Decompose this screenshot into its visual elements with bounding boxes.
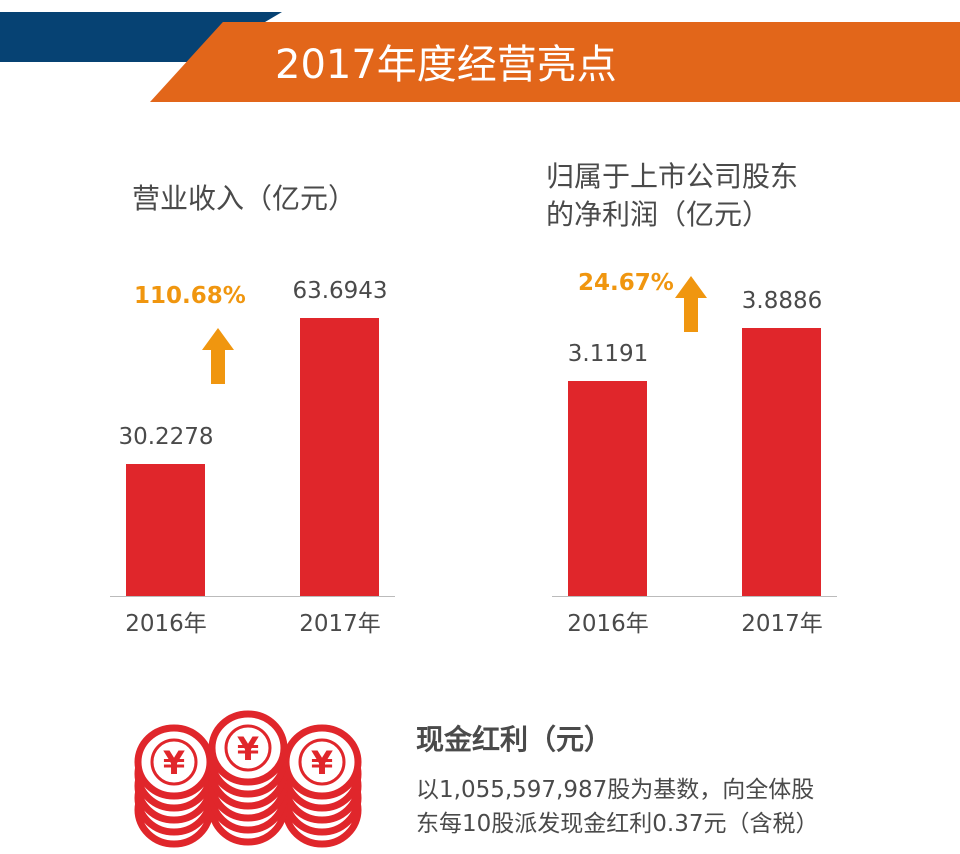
dividend-title: 现金红利（元） xyxy=(416,723,613,756)
bar-2017 xyxy=(742,328,821,596)
dividend-text-line2: 东每10股派发现金红利0.37元（含税） xyxy=(416,811,819,837)
bar-2016 xyxy=(568,381,647,596)
up-arrow-icon xyxy=(202,328,234,384)
value-label-2016: 30.2278 xyxy=(118,424,214,451)
profit-chart: 3.1191 3.8886 2016年 2017年 24.67% xyxy=(552,270,837,637)
header-banner-orange xyxy=(150,22,960,102)
value-label-2017: 3.8886 xyxy=(741,288,823,314)
coin-stack-middle: ¥ xyxy=(208,710,288,846)
coin-stack-right: ¥ xyxy=(282,724,362,848)
bar-2016 xyxy=(126,464,205,596)
up-arrow-icon xyxy=(675,276,707,332)
dividend-text-line1: 以1,055,597,987股为基数，向全体股 xyxy=(416,777,815,803)
coin-stacks-icon: ¥ ¥ ¥ xyxy=(134,710,362,848)
x-tick-2016: 2016年 xyxy=(125,611,207,637)
x-tick-2017: 2017年 xyxy=(741,611,823,637)
growth-label: 24.67% xyxy=(578,270,674,296)
revenue-chart-title: 营业收入（亿元） xyxy=(132,182,357,215)
profit-chart-title-line1: 归属于上市公司股东 xyxy=(546,160,799,193)
growth-label: 110.68% xyxy=(134,283,246,309)
x-axis xyxy=(552,596,837,597)
yen-symbol: ¥ xyxy=(163,744,185,782)
profit-chart-title-line2: 的净利润（亿元） xyxy=(546,198,771,231)
yen-symbol: ¥ xyxy=(237,730,259,768)
page-title: 2017年度经营亮点 xyxy=(275,42,617,88)
value-label-2017: 63.6943 xyxy=(292,278,388,304)
yen-symbol: ¥ xyxy=(311,744,333,782)
x-axis xyxy=(110,596,395,597)
value-label-2016: 3.1191 xyxy=(567,341,649,368)
revenue-chart: 30.2278 63.6943 2016年 2017年 110.68% xyxy=(110,278,395,637)
bar-2017 xyxy=(300,318,379,596)
x-tick-2016: 2016年 xyxy=(567,611,649,637)
coin-stack-left: ¥ xyxy=(134,724,214,848)
x-tick-2017: 2017年 xyxy=(299,611,381,637)
